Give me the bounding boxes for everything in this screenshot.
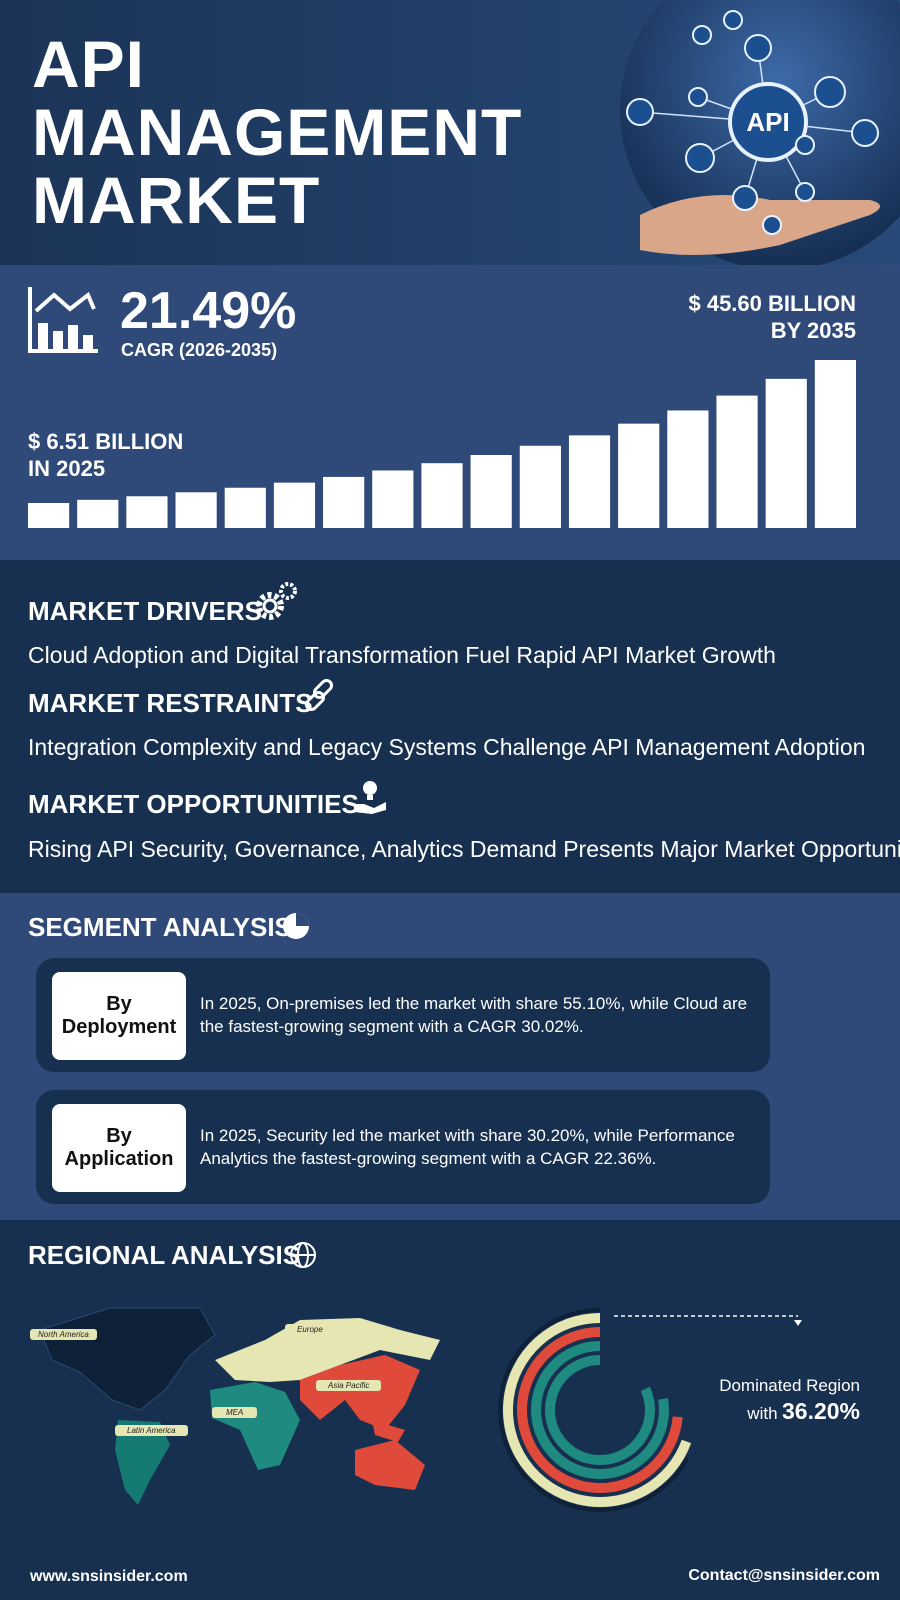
dominated-share: 36.20%: [781, 1398, 860, 1424]
dominated-label: Dominated Region: [719, 1376, 860, 1395]
start-year: IN 2025: [28, 456, 106, 481]
dynamics-section: MARKET DRIVERS Cloud Adoption and Digita…: [0, 560, 900, 893]
globe-icon: [290, 1242, 316, 1268]
start-value: $ 6.51 BILLION: [28, 429, 184, 454]
ring-arc: [503, 1313, 692, 1507]
growth-bar: [372, 470, 414, 528]
region-rings: [498, 1308, 802, 1512]
growth-bar: [814, 360, 856, 528]
title-line: MARKET: [32, 163, 321, 237]
gears-icon: [256, 582, 297, 620]
footer-contact: Contact@snsinsider.com: [688, 1567, 880, 1584]
svg-text:API: API: [746, 107, 789, 137]
world-map: [39, 1307, 440, 1505]
pie-icon: [283, 913, 309, 939]
chart-icon: [28, 287, 98, 353]
ring-arc: [531, 1341, 669, 1479]
ring-arc: [498, 1308, 690, 1512]
cagr-value: 21.49%: [120, 282, 297, 340]
dominated-with: with: [747, 1404, 778, 1423]
growth-bar: [126, 496, 168, 528]
growth-bar: [667, 410, 709, 528]
ring-arc: [517, 1327, 683, 1493]
idea-icon: [354, 781, 386, 814]
growth-bar: [568, 435, 611, 528]
map-label: MEA: [212, 1407, 258, 1418]
growth-bar: [765, 378, 807, 528]
growth-bar: [273, 482, 316, 528]
footer-website: www.snsinsider.com: [30, 1568, 188, 1585]
card-label-line: Application: [64, 1148, 174, 1170]
growth-bar: [175, 492, 217, 528]
api-illustration: API: [620, 0, 900, 265]
section-text: Integration Complexity and Legacy System…: [28, 734, 866, 760]
map-label: Latin America: [115, 1425, 188, 1436]
stats-section: 21.49% CAGR (2026-2035) $ 45.60 BILLION …: [0, 265, 900, 560]
segment-card: By Deployment In 2025, On-premises led th…: [36, 958, 770, 1072]
section-heading: MARKET DRIVERS: [28, 596, 263, 626]
header: API MANAGEMENT MARKET API: [0, 0, 900, 265]
dominated-line: with 36.20%: [747, 1398, 860, 1425]
section-heading: MARKET OPPORTUNITIES: [28, 789, 359, 819]
growth-bar: [618, 423, 660, 528]
cagr-label: CAGR (2026-2035): [121, 340, 278, 360]
growth-bar: [716, 395, 758, 528]
card-label: By Deployment: [52, 972, 186, 1060]
card-text: In 2025, On-premises led the market with…: [200, 994, 748, 1036]
map-label: Asia Pacific: [316, 1380, 382, 1391]
section-heading: SEGMENT ANALYSIS: [28, 912, 292, 942]
section-heading: REGIONAL ANALYSIS: [28, 1240, 301, 1270]
map-label: North America: [30, 1329, 97, 1340]
growth-bars: [28, 360, 856, 528]
card-label-line: By: [106, 993, 132, 1015]
card-label-line: By: [106, 1125, 132, 1147]
link-icon: [304, 678, 334, 712]
growth-bar: [470, 454, 512, 528]
growth-bar: [323, 476, 365, 528]
regional-section: REGIONAL ANALYSIS North America Europe A…: [0, 1220, 900, 1600]
growth-bar: [77, 499, 119, 528]
segment-card: By Application In 2025, Security led the …: [36, 1090, 770, 1204]
section-heading: MARKET RESTRAINTS: [28, 688, 313, 718]
end-year: BY 2035: [770, 318, 856, 343]
growth-bar: [28, 503, 70, 528]
section-text: Rising API Security, Governance, Analyti…: [28, 836, 900, 862]
map-label: Europe: [285, 1324, 335, 1335]
ring-arc: [545, 1355, 655, 1465]
growth-bar: [519, 445, 561, 528]
card-text: In 2025, Security led the market with sh…: [200, 1126, 735, 1168]
end-value: $ 45.60 BILLION: [688, 291, 856, 316]
title-line: API: [32, 27, 146, 101]
card-label-line: Deployment: [61, 1016, 177, 1038]
segment-section: SEGMENT ANALYSIS By Deployment In 2025, O…: [0, 893, 900, 1220]
growth-bar: [224, 487, 266, 528]
title-line: MANAGEMENT: [32, 95, 523, 169]
card-label: By Application: [52, 1104, 186, 1192]
section-text: Cloud Adoption and Digital Transformatio…: [28, 642, 776, 668]
growth-bar: [421, 463, 463, 528]
